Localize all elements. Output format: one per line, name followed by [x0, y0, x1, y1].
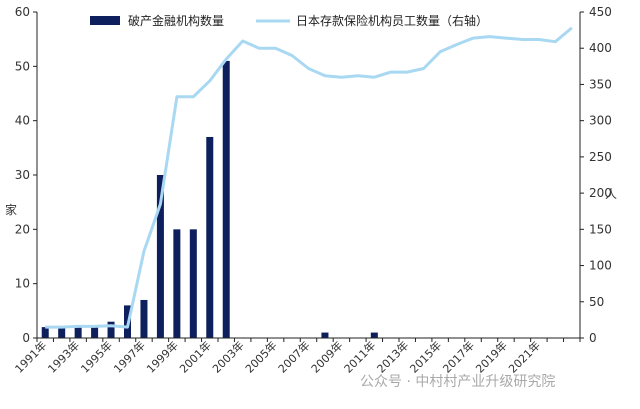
legend-line-label: 日本存款保险机构员工数量（右轴） — [296, 13, 488, 28]
bar-1992年 — [58, 327, 66, 338]
x-tick-label: 2017年 — [440, 338, 477, 375]
right-axis-label: 人 — [605, 187, 617, 201]
x-tick-label: 1993年 — [45, 338, 82, 375]
axes-layer: 0 10 20 30 40 50 60 0 50 100 150 200 250 300 350 400 450… — [12, 5, 612, 376]
legend-bar-swatch — [90, 16, 120, 25]
bar-1995年 — [107, 321, 115, 338]
right-tick-label: 300 — [589, 114, 612, 128]
x-tick-label: 2011年 — [341, 338, 378, 375]
bar-2001年 — [206, 136, 214, 338]
x-tick-label: 2009年 — [308, 338, 345, 375]
x-tick-label: 2015年 — [407, 338, 444, 375]
right-tick-label: 350 — [589, 77, 612, 91]
bar-1999年 — [173, 229, 181, 338]
left-axis-label: 家 — [5, 202, 17, 217]
x-tick-label: 2005年 — [242, 338, 279, 375]
bar-1994年 — [91, 327, 99, 338]
left-tick-label: 60 — [15, 5, 30, 19]
watermark: 公众号 · 中村村产业升级研究院 — [360, 374, 555, 390]
x-tick-label: 2003年 — [209, 338, 246, 375]
left-tick-label: 10 — [15, 277, 30, 291]
right-tick-label: 50 — [589, 295, 604, 309]
left-tick-label: 50 — [15, 59, 30, 73]
x-tick-label: 2013年 — [374, 338, 411, 375]
x-tick-label: 1999年 — [144, 338, 181, 375]
legend: 破产金融机构数量 日本存款保险机构员工数量（右轴） — [90, 13, 488, 28]
x-tick-label: 1995年 — [78, 338, 115, 375]
x-tick-label: 1991年 — [12, 338, 49, 375]
bars-layer — [41, 60, 378, 339]
bar-1991年 — [41, 327, 49, 338]
left-tick-label: 40 — [15, 114, 30, 128]
bar-1993年 — [74, 327, 82, 338]
x-tick-label: 2001年 — [176, 338, 213, 375]
left-tick-label: 30 — [15, 168, 30, 182]
bar-1997年 — [140, 299, 148, 338]
x-tick-label: 2021年 — [506, 338, 543, 375]
right-tick-label: 400 — [589, 41, 612, 55]
x-tick-label: 2019年 — [473, 338, 510, 375]
x-tick-label: 1997年 — [111, 338, 148, 375]
left-tick-label: 20 — [15, 222, 30, 236]
legend-bar-label: 破产金融机构数量 — [128, 13, 224, 28]
bar-2000年 — [189, 229, 197, 338]
right-tick-label: 100 — [589, 259, 612, 273]
x-tick-label: 2007年 — [275, 338, 312, 375]
right-tick-label: 250 — [589, 150, 612, 164]
bar-2011年 — [370, 332, 378, 338]
right-tick-label: 150 — [589, 222, 612, 236]
right-tick-label: 0 — [589, 331, 597, 345]
bar-1998年 — [156, 175, 164, 338]
left-tick-label: 0 — [22, 331, 30, 345]
right-tick-label: 200 — [589, 186, 612, 200]
bar-2002年 — [222, 60, 230, 339]
bar-2008年 — [321, 332, 329, 338]
right-tick-label: 450 — [589, 5, 612, 19]
line-layer — [45, 26, 573, 329]
employee-line — [45, 26, 573, 329]
